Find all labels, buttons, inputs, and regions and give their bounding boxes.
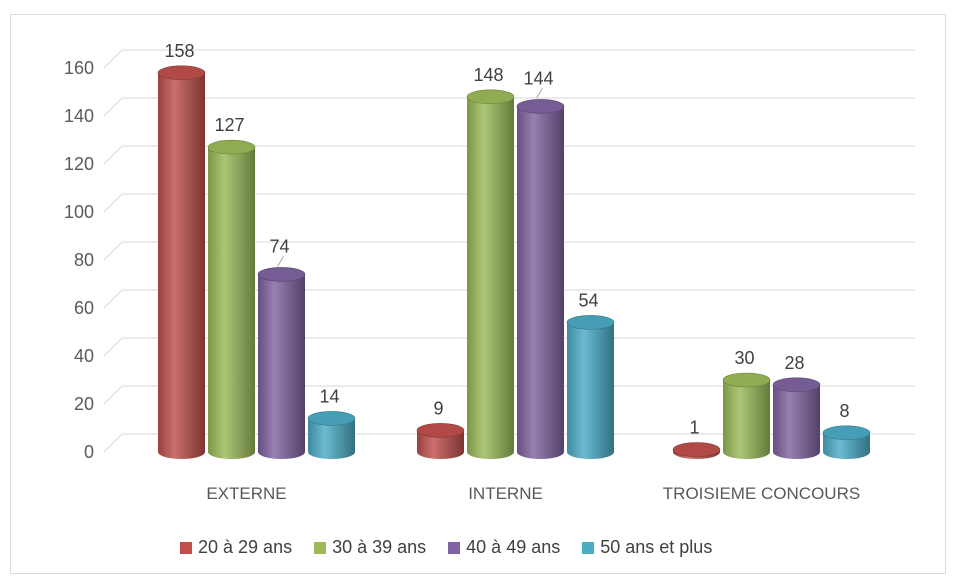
bar-body [158,72,205,460]
legend-swatch [448,541,461,554]
data-label: 148 [473,65,503,85]
gridline-diag [103,433,123,453]
y-axis-ticks: 0 20 40 60 80 100 120 140 160 [64,58,94,462]
x-category-label: INTERNE [468,484,543,503]
bar-body [822,432,870,460]
legend-item: 40 à 49 ans [448,537,560,558]
bar-top [672,442,721,457]
bar-3-3: 28 [772,353,821,460]
legend-label: 30 à 39 ans [332,537,427,557]
bar-top [257,267,306,282]
bar-2-3: 144 [516,68,565,460]
bar-top [207,139,256,155]
bar-body [517,106,564,460]
data-label: 8 [839,401,849,421]
legend-swatch [314,541,327,554]
bar-top [307,411,356,426]
bar-2-2: 148 [466,65,515,460]
bar-top [416,423,465,438]
bar-body [467,96,514,460]
label-leader [536,88,543,99]
gridline-diag [103,145,123,165]
bars: 158 127 74 14 9 148 144 54 1 30 28 8 [157,41,871,460]
data-label: 1 [689,418,699,438]
data-label: 14 [319,386,339,406]
bar-3-1: 1 [672,418,721,460]
bar-body [308,418,355,460]
bar-top [157,65,206,81]
gridline-diag [103,97,123,117]
x-axis-labels: EXTERNE INTERNE TROISIEME CONCOURS [206,484,860,503]
bar-top [772,377,821,393]
bar-body [773,384,820,460]
legend-item: 20 à 29 ans [180,537,292,558]
bar-1-3: 74 [257,236,306,459]
y-tick-label: 140 [64,106,94,126]
bar-body [417,430,464,460]
data-label: 9 [433,398,443,418]
data-label: 144 [523,68,553,88]
legend-swatch [180,541,192,554]
data-label: 74 [269,236,289,256]
gridline-diag [103,289,123,309]
bar-body [567,322,614,460]
y-tick-label: 60 [74,298,94,318]
y-tick-label: 100 [64,202,94,222]
bar-top [516,99,565,114]
gridline-diag [103,337,123,357]
gridline-diag [103,385,123,405]
data-label: 158 [164,41,194,61]
bar-3-2: 30 [722,348,771,460]
y-tick-label: 40 [74,346,94,366]
data-label: 28 [784,353,804,373]
legend: 20 à 29 ans 30 à 39 ans 40 à 49 ans 50 ans … [180,537,712,558]
bar-2-1: 9 [416,398,465,460]
legend-item: 30 à 39 ans [314,537,426,558]
legend-label: 50 ans et plus [600,537,713,557]
data-label: 30 [734,348,754,368]
bar-3-4: 8 [822,401,871,460]
y-tick-label: 20 [74,394,94,414]
bar-2-4: 54 [566,290,615,460]
y-tick-label: 80 [74,250,94,270]
x-category-label: EXTERNE [206,484,286,503]
gridline-diag [103,193,123,213]
legend-label: 40 à 49 ans [466,537,561,557]
label-leader [277,256,284,267]
bar-top [566,315,615,330]
legend-label: 20 à 29 ans [198,537,293,557]
data-label: 127 [214,115,244,135]
bar-1-4: 14 [307,386,356,460]
bar-body [723,380,770,460]
data-label: 54 [578,290,598,310]
x-category-label: TROISIEME CONCOURS [663,484,860,503]
bar-top [822,425,871,441]
gridline-diag [103,49,123,69]
y-tick-label: 160 [64,58,94,78]
legend-item: 50 ans et plus [582,537,712,558]
bar-1-2: 127 [207,115,256,460]
gridline-diag [103,241,123,261]
bar-top [722,372,771,388]
y-tick-label: 120 [64,154,94,174]
bar-body [208,147,255,460]
y-tick-label: 0 [84,442,94,462]
legend-swatch [582,541,595,554]
bar-top [466,89,515,105]
bar-1-1: 158 [157,41,206,460]
bar-body [258,274,305,459]
